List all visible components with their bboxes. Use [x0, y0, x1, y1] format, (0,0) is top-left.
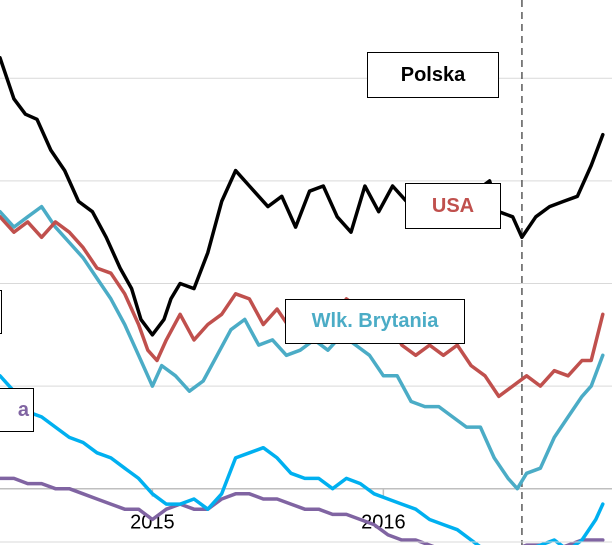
- legend-series-5: a: [0, 388, 34, 432]
- legend-wlk-brytania: Wlk. Brytania: [285, 299, 465, 344]
- gridlines: [0, 77, 612, 490]
- series-line-polska: [0, 56, 605, 337]
- legend-series-5-label: a: [17, 398, 29, 421]
- legend-wlk-brytania-label: Wlk. Brytania: [311, 310, 439, 332]
- series-line-seria-4: [0, 374, 605, 545]
- series-line-wlk-brytania: [0, 204, 605, 491]
- legend-usa: USA: [405, 183, 501, 229]
- legend-polska-label: Polska: [400, 63, 466, 86]
- series-layer: [0, 56, 605, 545]
- x-tick-label-2015: 2015: [130, 512, 175, 534]
- x-tick-label-2016: 2016: [361, 512, 406, 534]
- legend-series-4: [0, 290, 2, 334]
- x-axis-ticks: [151, 488, 385, 497]
- legend-polska: Polska: [367, 52, 499, 98]
- x-axis-tick-labels: 2015 2016: [130, 512, 405, 534]
- series-line-seria-5: [0, 476, 605, 545]
- legend-usa-label: USA: [431, 194, 475, 217]
